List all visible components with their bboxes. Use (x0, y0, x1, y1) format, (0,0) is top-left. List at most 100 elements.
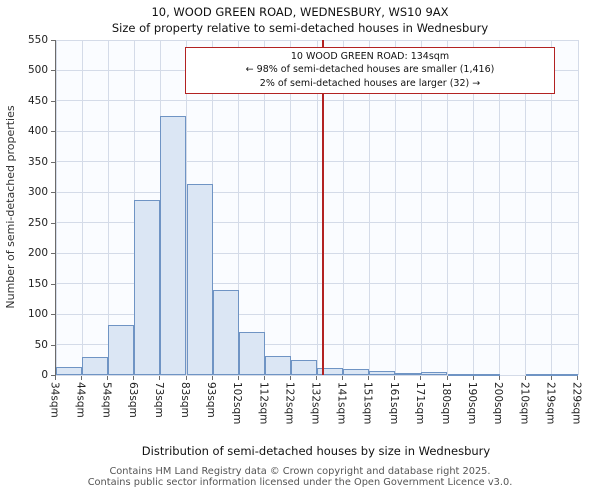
chart-title: 10, WOOD GREEN ROAD, WEDNESBURY, WS10 9A… (151, 5, 449, 19)
histogram-bar (238, 332, 265, 375)
x-tick-label: 44sqm (74, 382, 87, 418)
x-tick-mark (159, 376, 161, 380)
y-tick-mark (51, 131, 55, 133)
x-tick-mark (550, 376, 552, 380)
gridline-vertical (525, 40, 527, 375)
histogram-bar (447, 373, 474, 376)
x-tick-mark (107, 376, 109, 380)
x-tick-label: 161sqm (387, 382, 400, 425)
y-tick-mark (51, 40, 55, 41)
gridline-vertical (316, 40, 318, 375)
y-tick-mark (51, 375, 55, 376)
plot-area (55, 39, 579, 377)
gridline-vertical (238, 40, 240, 375)
x-tick-label: 171sqm (413, 382, 426, 425)
y-tick-mark (51, 283, 55, 285)
x-tick-label: 63sqm (126, 382, 139, 418)
x-tick-mark (342, 376, 344, 380)
x-tick-label: 122sqm (283, 382, 296, 425)
x-tick-mark (133, 376, 135, 380)
gridline-horizontal (56, 374, 578, 376)
footer-licence: Contains public sector information licen… (87, 477, 513, 488)
annotation-smaller: ← 98% of semi-detached houses are smalle… (245, 64, 495, 76)
y-tick-label: 200 (27, 247, 48, 260)
gridline-vertical (551, 40, 553, 375)
y-tick-mark (51, 192, 55, 194)
x-tick-mark (524, 376, 526, 380)
histogram-bar (56, 367, 83, 375)
x-tick-label: 210sqm (518, 382, 531, 425)
x-tick-mark (263, 376, 265, 380)
x-tick-mark (185, 376, 187, 380)
gridline-vertical (264, 40, 266, 375)
annotation-larger: 2% of semi-detached houses are larger (3… (259, 77, 481, 89)
gridline-vertical (81, 40, 83, 375)
x-tick-label: 132sqm (309, 382, 322, 425)
x-tick-label: 200sqm (492, 382, 505, 425)
annotation-address: 10 WOOD GREEN ROAD: 134sqm (290, 51, 450, 62)
x-tick-label: 93sqm (205, 382, 218, 418)
gridline-vertical (342, 40, 344, 375)
y-tick-label: 50 (34, 338, 48, 351)
gridline-vertical (290, 40, 292, 375)
x-tick-label: 73sqm (152, 382, 165, 418)
y-tick-label: 150 (27, 277, 48, 290)
x-tick-mark (472, 376, 474, 380)
x-tick-label: 83sqm (179, 382, 191, 418)
x-axis-label: Distribution of semi-detached houses by … (141, 444, 491, 458)
y-tick-label: 550 (27, 34, 48, 46)
y-tick-label: 100 (27, 308, 48, 321)
x-tick-label: 112sqm (257, 382, 270, 425)
y-tick-label: 350 (27, 155, 48, 168)
y-tick-label: 450 (27, 94, 48, 107)
x-tick-mark (55, 376, 56, 380)
histogram-bar (186, 184, 213, 375)
gridline-vertical (212, 40, 214, 375)
histogram-bar (290, 359, 317, 375)
y-tick-mark (51, 70, 55, 72)
x-tick-mark (446, 376, 448, 380)
x-tick-label: 229sqm (570, 382, 583, 425)
histogram-bar (134, 200, 161, 375)
histogram-bar (525, 374, 552, 377)
gridline-vertical (368, 40, 370, 375)
x-tick-label: 190sqm (466, 382, 479, 425)
histogram-bar (551, 373, 578, 376)
x-tick-mark (81, 376, 83, 380)
histogram-bar (369, 370, 396, 375)
y-tick-label: 500 (27, 64, 48, 77)
x-tick-mark (316, 376, 317, 380)
x-tick-mark (237, 376, 239, 380)
histogram-bar (108, 325, 135, 375)
gridline-vertical (499, 40, 501, 375)
chart-subtitle: Size of property relative to semi-detach… (111, 21, 489, 35)
y-tick-mark (51, 314, 55, 316)
histogram-bar (343, 368, 370, 375)
gridline-vertical (107, 40, 109, 375)
histogram-bar (395, 373, 422, 376)
x-tick-mark (498, 376, 500, 380)
x-tick-mark (394, 376, 396, 380)
y-tick-label: 400 (27, 125, 48, 138)
gridline-vertical (394, 40, 396, 375)
x-tick-label: 102sqm (231, 382, 244, 425)
gridline-vertical (420, 40, 422, 375)
x-tick-label: 151sqm (361, 382, 374, 425)
y-tick-mark (51, 253, 55, 255)
x-tick-label: 141sqm (335, 382, 348, 425)
x-tick-mark (420, 376, 422, 380)
histogram-bar (317, 367, 344, 375)
gridline-vertical (55, 40, 57, 375)
y-tick-mark (51, 161, 55, 163)
property-size-marker-line (322, 40, 324, 375)
gridline-vertical (473, 40, 475, 375)
histogram-bar (160, 116, 187, 375)
y-tick-label: 250 (27, 216, 48, 229)
y-tick-label: 0 (41, 369, 48, 381)
gridline-vertical (447, 40, 448, 375)
y-tick-mark (51, 100, 55, 102)
footer-copyright: Contains HM Land Registry data © Crown c… (109, 466, 491, 477)
y-tick-mark (51, 222, 55, 224)
x-tick-mark (211, 376, 213, 380)
